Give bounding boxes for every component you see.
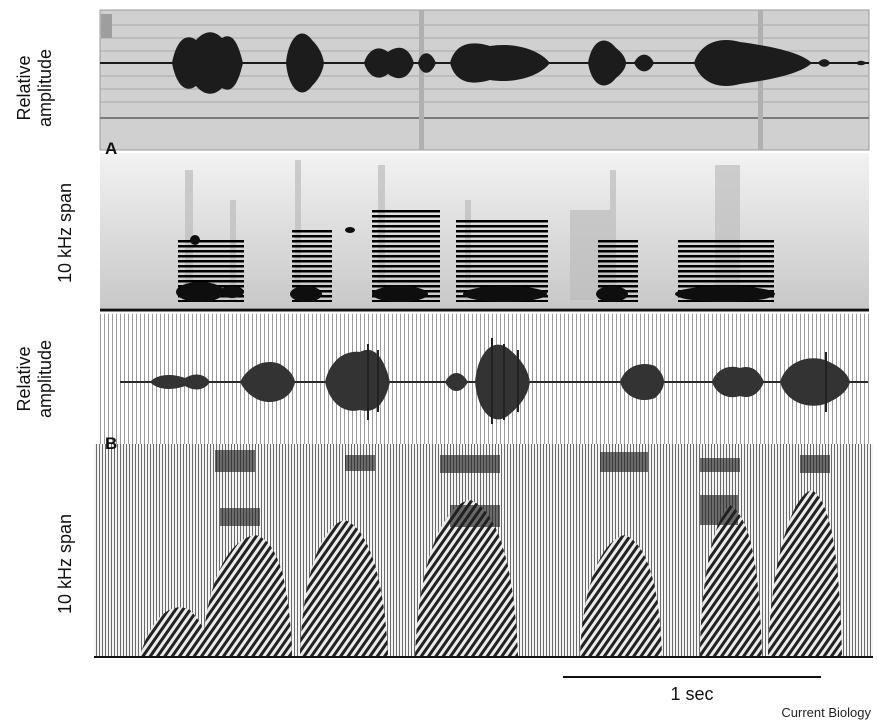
panel-a-spectrogram-ylabel: 10 kHz span — [55, 182, 75, 284]
panel-b-spectrogram — [94, 444, 873, 658]
scale-bar — [563, 676, 821, 678]
panel-a-waveform — [99, 9, 870, 151]
scale-bar-label: 1 sec — [670, 684, 714, 704]
panel-b-spectrogram-ylabel: 10 kHz span — [55, 513, 75, 615]
panel-b-waveform-ylabel: Relative amplitude — [14, 339, 55, 419]
panel-letter-b: B — [105, 434, 118, 453]
panel-b-waveform — [98, 314, 870, 446]
panel-a-waveform-ylabel: Relative amplitude — [14, 48, 55, 128]
panel-a-spectrogram — [100, 153, 869, 312]
panel-letter-a: A — [105, 139, 118, 158]
journal-credit: Current Biology — [781, 705, 871, 720]
